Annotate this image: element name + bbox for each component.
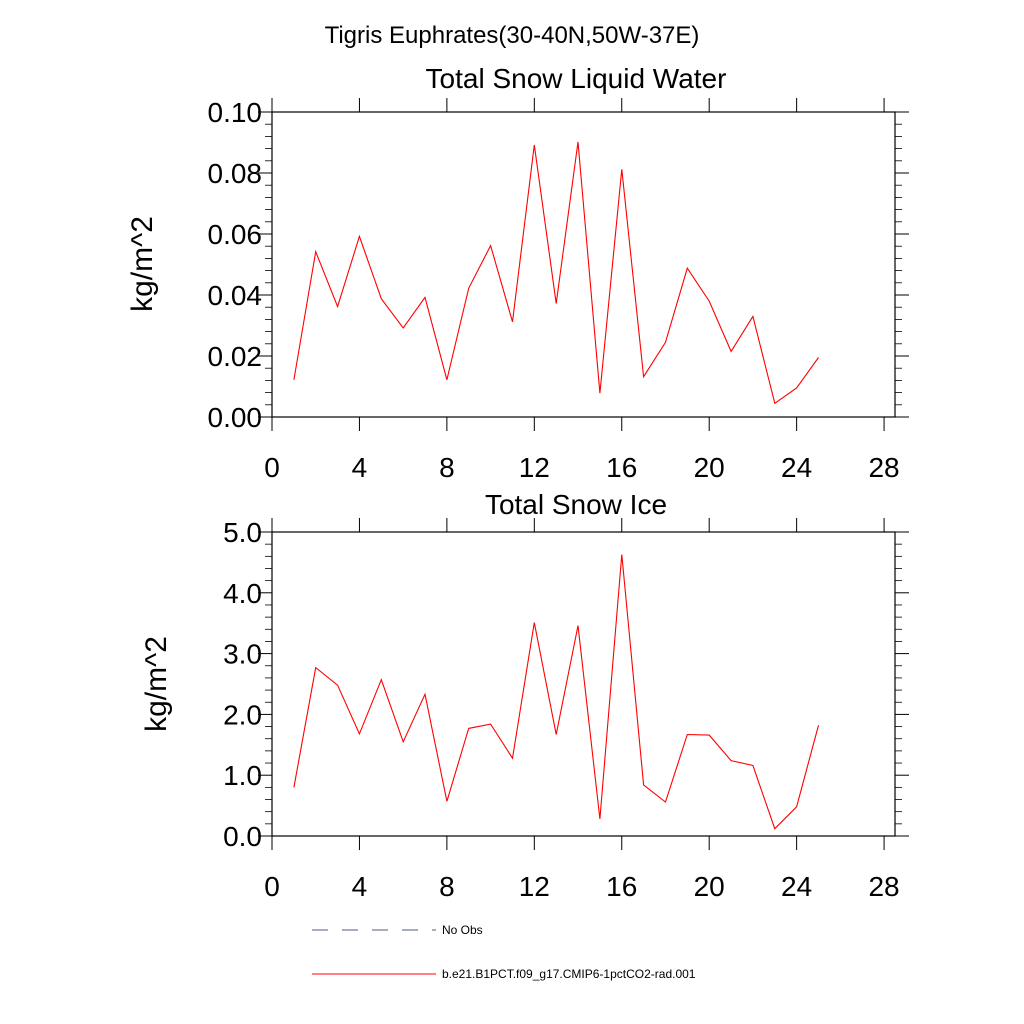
data-point [599, 393, 600, 394]
data-point [665, 801, 666, 802]
data-point [403, 741, 404, 742]
data-point [315, 667, 316, 668]
x-tick-label: 16 [606, 871, 637, 902]
data-point [490, 724, 491, 725]
data-point [337, 685, 338, 686]
data-point [534, 622, 535, 623]
data-point [818, 357, 819, 358]
x-tick-label: 12 [519, 452, 550, 483]
ticks-layer: 0 4 8 12 16 20 24 28 0.0 1.0 2.0 3.0 4.0 5.0 [223, 517, 909, 902]
x-tick-label: 4 [352, 452, 368, 483]
x-tick-label: 8 [439, 871, 455, 902]
data-point [446, 801, 447, 802]
y-tick-label: 2.0 [223, 699, 262, 730]
data-point [403, 327, 404, 328]
figure-suptitle: Tigris Euphrates(30-40N,50W-37E) [325, 22, 700, 49]
data-point [774, 828, 775, 829]
data-point [534, 144, 535, 145]
x-tick-label: 20 [694, 452, 725, 483]
panel-snow-ice: Total Snow Ice kg/m^2 0 4 8 12 16 20 24 28 0.0 1.… [140, 489, 909, 902]
data-point [643, 784, 644, 785]
data-point [687, 734, 688, 735]
y-tick-label: 0.06 [208, 219, 263, 250]
y-tick-label: 0.02 [208, 341, 263, 372]
data-point [709, 734, 710, 735]
x-tick-label: 24 [781, 871, 812, 902]
x-tick-label: 4 [352, 871, 368, 902]
data-point [293, 787, 294, 788]
ticks-layer: 0 4 8 12 16 20 24 28 0.00 0.02 0.04 0.06 0.08 0.10 [208, 97, 909, 483]
data-point [293, 379, 294, 380]
x-tick-label: 20 [694, 871, 725, 902]
y-tick-label: 0.00 [208, 402, 263, 433]
y-tick-label: 4.0 [223, 578, 262, 609]
panel-snow-liquid-water: Total Snow Liquid Water kg/m^2 0 4 8 12 16 20… [126, 63, 909, 483]
data-point [424, 694, 425, 695]
data-point [665, 342, 666, 343]
data-point [315, 251, 316, 252]
y-tick-label: 0.04 [208, 280, 263, 311]
data-point [577, 141, 578, 142]
data-point [359, 236, 360, 237]
legend: No Obs b.e21.B1PCT.f09_g17.CMIP6-1pctCO2… [312, 923, 696, 981]
data-point [599, 818, 600, 819]
y-tick-label: 1.0 [223, 760, 262, 791]
y-tick-label: 0.10 [208, 97, 263, 128]
data-point [730, 351, 731, 352]
data-point [643, 376, 644, 377]
legend-entry-model: b.e21.B1PCT.f09_g17.CMIP6-1pctCO2-rad.00… [312, 967, 696, 981]
data-point [424, 297, 425, 298]
data-point [818, 725, 819, 726]
x-tick-label: 28 [868, 452, 899, 483]
data-point [512, 321, 513, 322]
y-tick-label: 0.08 [208, 158, 263, 189]
data-point [774, 403, 775, 404]
panel-title: Total Snow Ice [485, 489, 667, 520]
panel-title: Total Snow Liquid Water [426, 63, 727, 94]
x-tick-label: 28 [868, 871, 899, 902]
y-axis-label: kg/m^2 [126, 216, 159, 312]
data-point [621, 169, 622, 170]
data-point [709, 301, 710, 302]
legend-label: b.e21.B1PCT.f09_g17.CMIP6-1pctCO2-rad.00… [442, 967, 696, 981]
y-tick-label: 3.0 [223, 639, 262, 670]
x-tick-label: 0 [264, 452, 280, 483]
data-point [796, 806, 797, 807]
data-point [730, 760, 731, 761]
x-tick-label: 16 [606, 452, 637, 483]
data-point [512, 758, 513, 759]
x-tick-label: 12 [519, 871, 550, 902]
data-point [796, 387, 797, 388]
y-tick-label: 5.0 [223, 517, 262, 548]
data-point [752, 316, 753, 317]
data-point [752, 765, 753, 766]
data-point [337, 306, 338, 307]
plot-frame [271, 531, 896, 837]
data-point [577, 625, 578, 626]
data-point [359, 733, 360, 734]
data-point [468, 288, 469, 289]
data-point [490, 245, 491, 246]
legend-label: No Obs [442, 923, 483, 937]
plot-frame [271, 111, 896, 418]
data-point [381, 679, 382, 680]
y-axis-label: kg/m^2 [140, 636, 173, 732]
data-point [468, 728, 469, 729]
data-point [556, 734, 557, 735]
x-tick-label: 24 [781, 452, 812, 483]
y-tick-label: 0.0 [223, 821, 262, 852]
data-point [446, 379, 447, 380]
x-tick-label: 0 [264, 871, 280, 902]
data-point [621, 554, 622, 555]
x-tick-label: 8 [439, 452, 455, 483]
data-line [293, 141, 819, 405]
data-line [293, 554, 820, 830]
legend-entry-no-obs: No Obs [312, 923, 483, 937]
data-point [687, 268, 688, 269]
data-point [556, 303, 557, 304]
data-point [381, 298, 382, 299]
